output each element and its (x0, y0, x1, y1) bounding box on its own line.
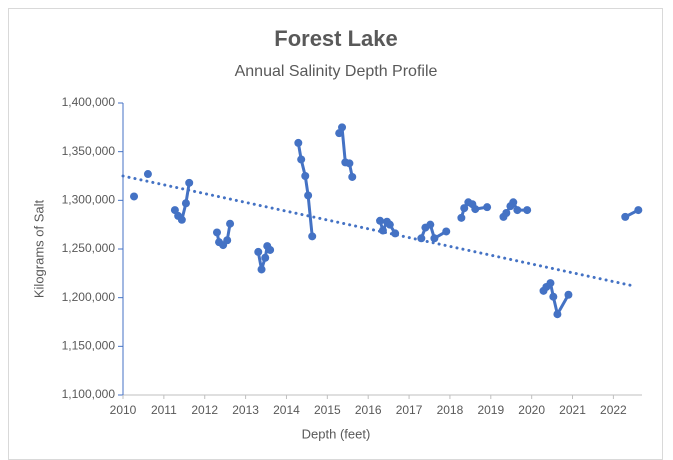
data-point (471, 205, 480, 214)
data-point (304, 191, 313, 200)
x-tick-label: 2018 (437, 403, 464, 417)
y-tick-label: 1,400,000 (62, 95, 116, 109)
trendline (121, 174, 636, 288)
data-point (301, 172, 310, 180)
data-point (266, 245, 275, 254)
data-point (130, 192, 139, 201)
data-point (430, 234, 439, 243)
data-point (376, 216, 385, 225)
data-point (254, 247, 263, 256)
data-point (143, 170, 152, 179)
data-point (308, 232, 317, 241)
data-point (212, 228, 221, 237)
y-tick-label: 1,200,000 (62, 290, 116, 304)
data-point (345, 159, 354, 168)
data-point (177, 215, 186, 224)
x-tick-label: 2016 (355, 403, 382, 417)
chart-area (8, 8, 663, 460)
data-point (297, 155, 306, 164)
y-tick-label: 1,300,000 (62, 193, 116, 207)
data-point (226, 219, 235, 228)
data-point (546, 279, 555, 288)
data-point (170, 206, 179, 215)
data-point (509, 198, 518, 207)
y-tick-label: 1,100,000 (62, 387, 116, 401)
data-point (417, 234, 426, 243)
x-tick-label: 2019 (477, 403, 504, 417)
x-tick-label: 2015 (314, 403, 341, 417)
data-point (261, 253, 270, 262)
y-tick-label: 1,150,000 (62, 339, 116, 353)
data-point (549, 292, 558, 301)
data-point (338, 123, 347, 132)
x-tick-label: 2012 (191, 403, 218, 417)
x-tick-label: 2017 (396, 403, 423, 417)
data-point (391, 229, 400, 238)
data-point (483, 203, 492, 212)
data-point (223, 236, 232, 245)
x-axis-label: Depth (feet) (302, 426, 371, 441)
data-point (621, 212, 630, 221)
data-point (257, 265, 266, 274)
y-tick-label: 1,350,000 (62, 144, 116, 158)
x-tick-label: 2011 (151, 403, 177, 417)
x-tick-label: 2010 (110, 403, 137, 417)
data-point (457, 213, 466, 222)
x-tick-label: 2020 (518, 403, 545, 417)
data-point (564, 290, 573, 299)
data-point (378, 226, 387, 235)
data-point (523, 206, 532, 215)
x-tick-label: 2013 (232, 403, 259, 417)
data-point (181, 199, 190, 208)
chart-subtitle: Annual Salinity Depth Profile (235, 63, 438, 80)
data-point (426, 220, 435, 229)
data-point (385, 220, 394, 229)
data-point (442, 227, 451, 236)
y-tick-label: 1,250,000 (62, 241, 116, 255)
data-point (502, 208, 511, 217)
data-point (513, 206, 522, 215)
x-tick-label: 2014 (273, 403, 300, 417)
data-point (348, 172, 357, 181)
x-tick-label: 2022 (600, 403, 627, 417)
chart-title: Forest Lake (274, 26, 398, 51)
data-point (294, 138, 303, 147)
x-tick-label: 2021 (559, 403, 586, 417)
data-point (634, 206, 643, 215)
data-point (553, 310, 562, 319)
y-axis-label: Kilograms of Salt (31, 199, 46, 298)
data-point (460, 204, 469, 213)
data-point (185, 178, 194, 187)
